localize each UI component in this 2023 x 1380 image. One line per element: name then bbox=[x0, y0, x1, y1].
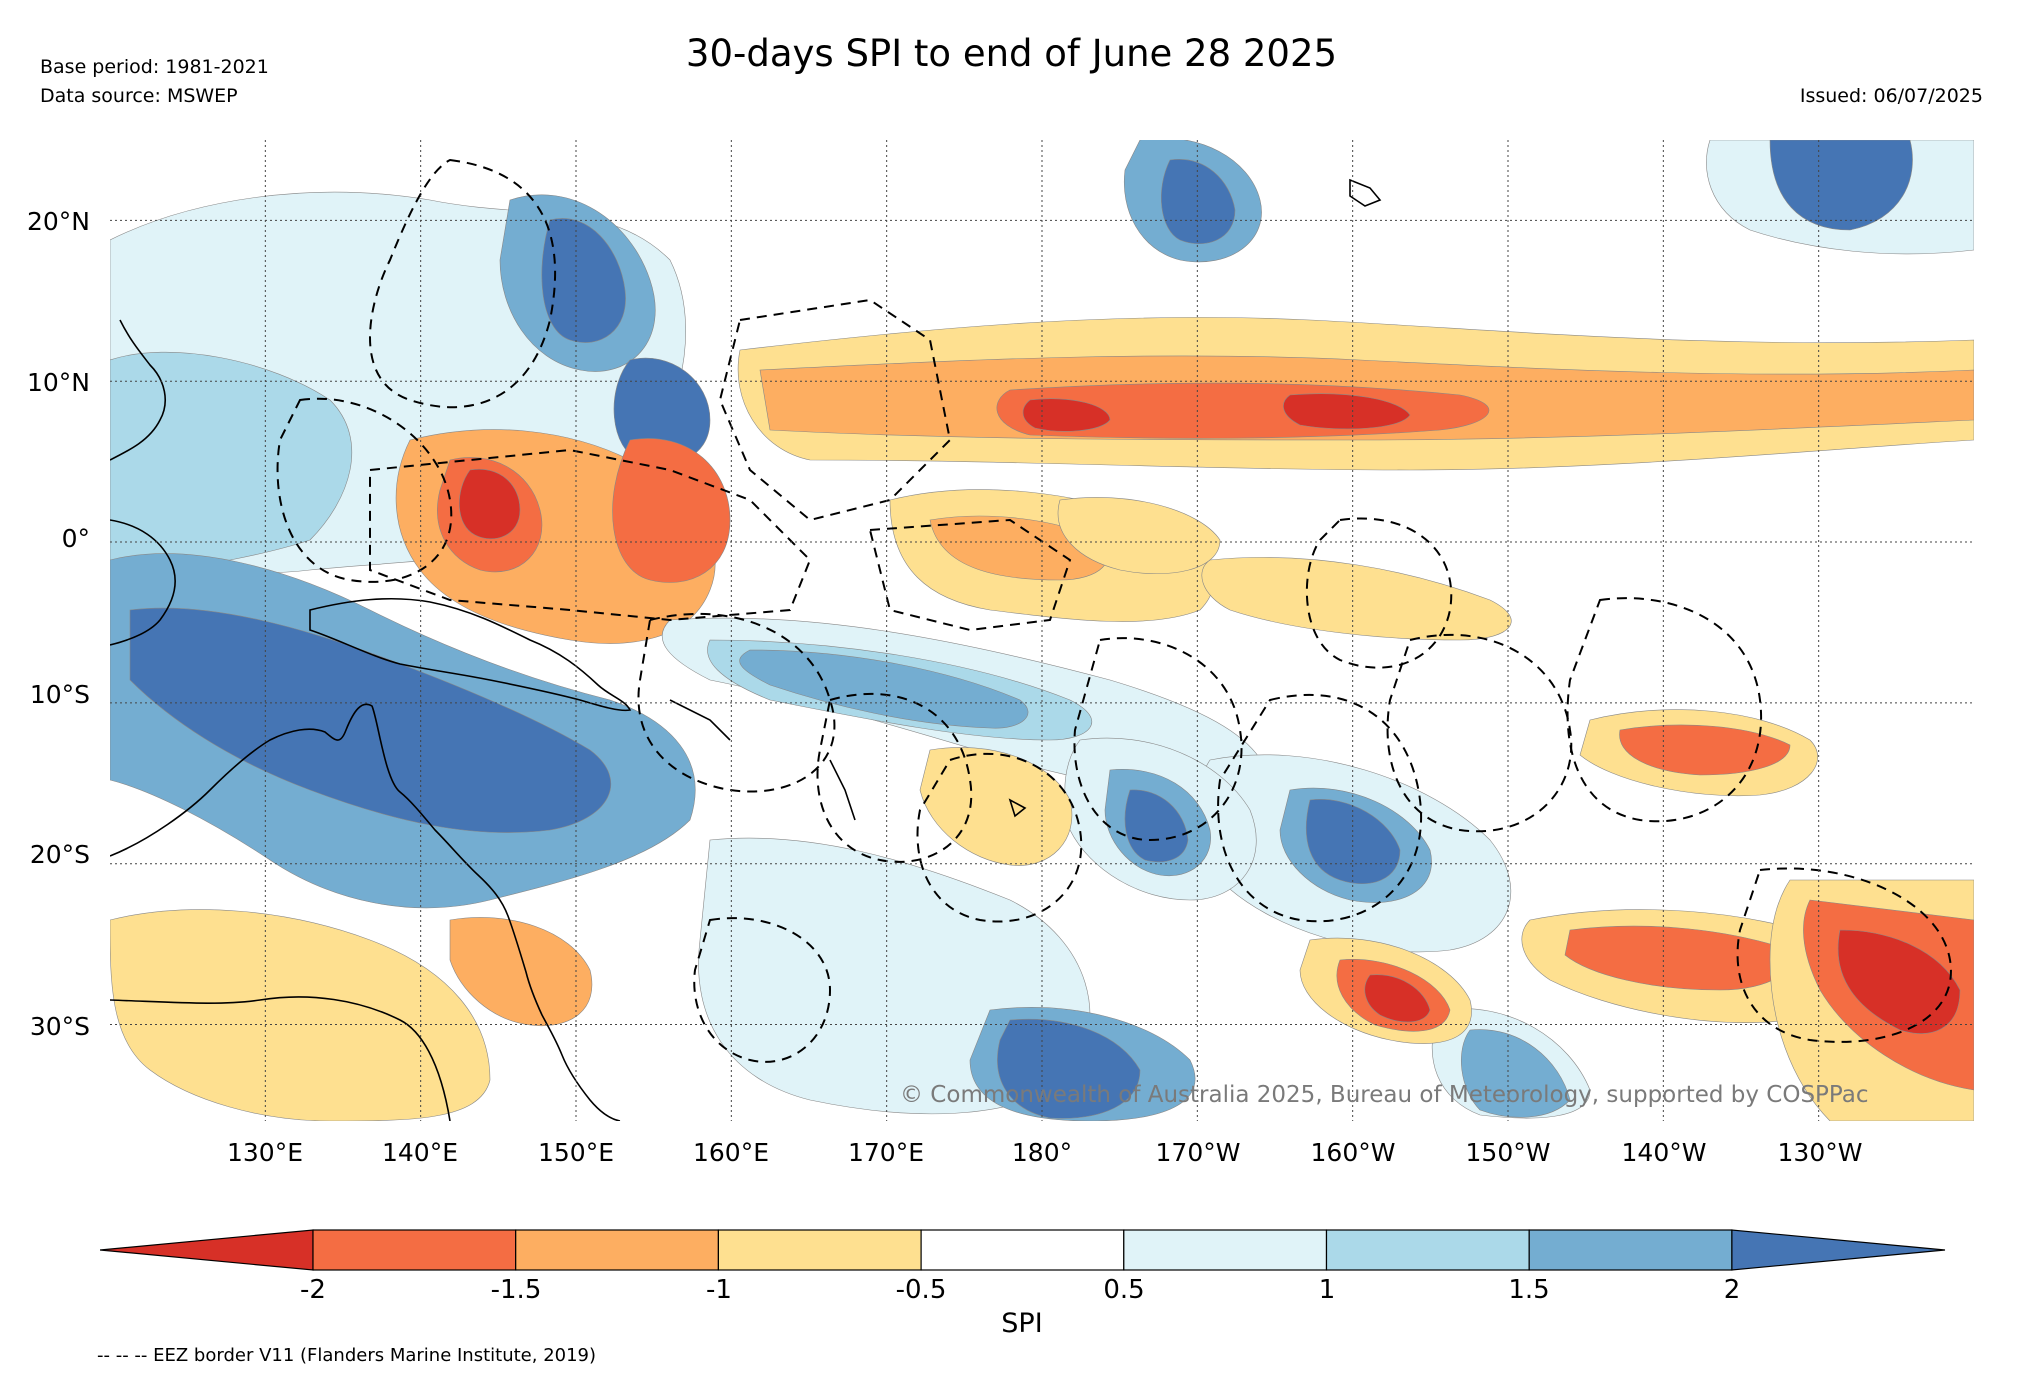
lat-label-0: 0° bbox=[61, 524, 90, 553]
lat-label-30s: 30°S bbox=[29, 1012, 90, 1041]
spi-region-very-dry bbox=[1364, 974, 1431, 1023]
eez-nauru-kiribati bbox=[868, 518, 1072, 632]
eez-palau bbox=[276, 397, 453, 583]
new-guinea-coast bbox=[309, 597, 632, 712]
eez-marshall bbox=[718, 298, 952, 522]
lat-label-10n: 10°N bbox=[26, 368, 90, 397]
graticule-layer bbox=[110, 140, 1974, 1121]
eez-french-polynesia-north bbox=[1386, 633, 1573, 833]
colorbar-tick-1-5: 1.5 bbox=[1508, 1275, 1550, 1305]
solomon-islands bbox=[669, 699, 731, 741]
fiji-islands bbox=[1008, 798, 1027, 818]
lon-label-170w: 170°W bbox=[1155, 1138, 1241, 1167]
spi-region-dry bbox=[612, 438, 731, 583]
spi-region-very-wet bbox=[997, 1018, 1141, 1119]
spi-region-mild-dry bbox=[1057, 497, 1221, 575]
vanuatu-islands bbox=[829, 759, 856, 821]
spi-region-very-wet bbox=[1160, 159, 1236, 244]
colorbar-tick-0-5: 0.5 bbox=[1103, 1275, 1145, 1305]
spi-region-dry bbox=[1619, 724, 1791, 776]
lon-label-180: 180° bbox=[1011, 1138, 1073, 1167]
eez-fsm bbox=[369, 448, 812, 622]
eez-line-islands bbox=[1305, 517, 1453, 669]
base-period: Base period: 1981-2021 bbox=[40, 56, 269, 78]
lon-label-130e: 130°E bbox=[226, 1138, 303, 1167]
spi-region-very-wet bbox=[1769, 140, 1913, 231]
copyright-notice: © Commonwealth of Australia 2025, Bureau… bbox=[900, 1082, 1869, 1108]
hawaii-islands bbox=[1349, 178, 1382, 207]
colorbar-segment bbox=[515, 1229, 720, 1271]
eez-guam bbox=[369, 158, 557, 409]
spi-region-wet bbox=[1460, 1029, 1571, 1118]
colorbar-segment bbox=[920, 1229, 1125, 1271]
eez-norfolk bbox=[693, 917, 832, 1063]
lat-label-10s: 10°S bbox=[29, 680, 90, 709]
eez-vanuatu bbox=[816, 692, 973, 863]
spi-region-very-wet bbox=[1124, 789, 1189, 863]
colorbar-segment bbox=[1325, 1229, 1530, 1271]
lon-label-140w: 140°W bbox=[1621, 1138, 1707, 1167]
colorbar-extend-low bbox=[100, 1229, 314, 1271]
spi-region-very-wet bbox=[129, 607, 611, 833]
colorbar-tick-m0-5: -0.5 bbox=[895, 1275, 947, 1305]
lon-label-150e: 150°E bbox=[537, 1138, 614, 1167]
australia-coast bbox=[110, 703, 621, 1121]
map-title: 30-days SPI to end of June 28 2025 bbox=[685, 32, 1338, 75]
lon-label-160e: 160°E bbox=[692, 1138, 769, 1167]
lon-label-150w: 150°W bbox=[1465, 1138, 1551, 1167]
spi-region-very-wet bbox=[541, 218, 626, 343]
eez-cook-islands bbox=[1217, 693, 1423, 923]
lon-label-160w: 160°W bbox=[1310, 1138, 1396, 1167]
lon-label-140e: 140°E bbox=[381, 1138, 458, 1167]
spi-region-very-dry bbox=[1283, 393, 1411, 430]
colorbar-tick-m2: -2 bbox=[300, 1275, 326, 1305]
eez-legend-note: -- -- -- EEZ border V11 (Flanders Marine… bbox=[97, 1345, 597, 1366]
spi-region-mild-dry bbox=[1201, 557, 1512, 641]
coastline-layer bbox=[110, 178, 1382, 1121]
eez-solomon bbox=[637, 612, 836, 793]
philippines-coast bbox=[110, 319, 166, 461]
spi-region-wet bbox=[739, 649, 1029, 729]
lon-label-170e: 170°E bbox=[847, 1138, 924, 1167]
borneo-coast bbox=[110, 519, 176, 646]
lat-label-20n: 20°N bbox=[26, 207, 90, 236]
colorbar-tick-1: 1 bbox=[1318, 1275, 1336, 1305]
colorbar-tick-m1-5: -1.5 bbox=[490, 1275, 542, 1305]
spi-region-mild-dry bbox=[110, 909, 491, 1121]
data-source: Data source: MSWEP bbox=[40, 85, 238, 107]
australia-south-coast bbox=[110, 996, 451, 1121]
colorbar-segment bbox=[1123, 1229, 1328, 1271]
colorbar-label: SPI bbox=[1001, 1308, 1043, 1339]
spi-region-very-dry bbox=[1022, 398, 1111, 432]
eez-border-layer bbox=[276, 158, 1952, 1063]
eez-fiji bbox=[916, 752, 1083, 923]
colorbar-segment bbox=[717, 1229, 922, 1271]
spi-colorbar bbox=[100, 1229, 1946, 1271]
colorbar-tick-m1: -1 bbox=[706, 1275, 732, 1305]
spi-map bbox=[110, 140, 1974, 1121]
eez-marquesas bbox=[1566, 597, 1763, 823]
lat-label-20s: 20°S bbox=[29, 840, 90, 869]
colorbar-segment bbox=[312, 1229, 517, 1271]
spi-region-mod-dry bbox=[449, 917, 593, 1027]
lon-label-130w: 130°W bbox=[1777, 1138, 1863, 1167]
issued-date: Issued: 06/07/2025 bbox=[1799, 85, 1983, 107]
colorbar-segment bbox=[1528, 1229, 1733, 1271]
spi-shading-layer bbox=[110, 140, 1974, 1121]
spi-region-very-dry bbox=[459, 468, 521, 540]
eez-pitcairn bbox=[1736, 867, 1952, 1043]
eez-samoa bbox=[1073, 637, 1243, 842]
colorbar-tick-2: 2 bbox=[1723, 1275, 1741, 1305]
colorbar-extend-high bbox=[1731, 1229, 1946, 1271]
spi-region-very-dry bbox=[1837, 929, 1961, 1034]
